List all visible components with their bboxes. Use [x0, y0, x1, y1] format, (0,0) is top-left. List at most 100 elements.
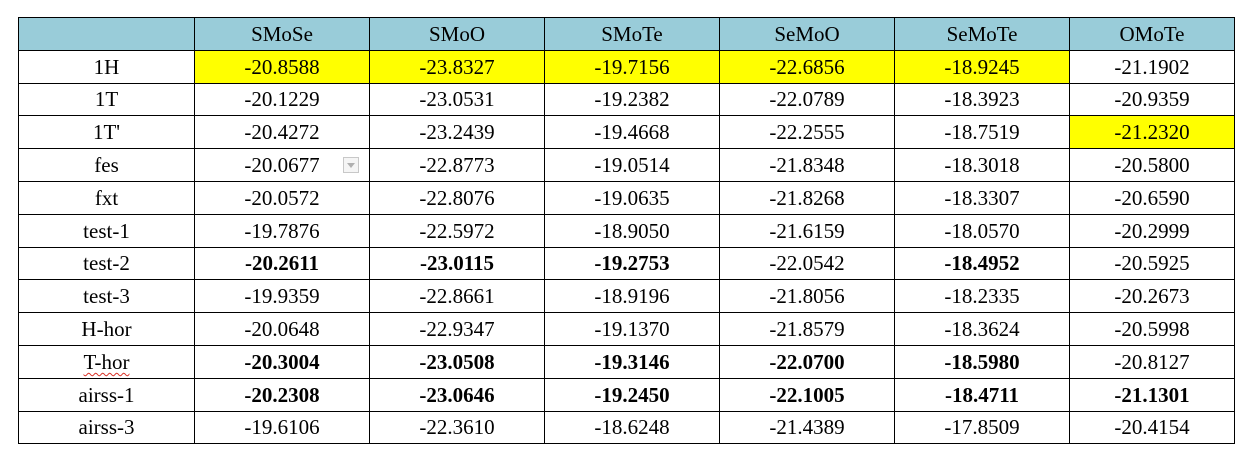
table-row: T-hor -20.3004 -23.0508 -19.3146 -22.0700 -18…	[18, 344, 1235, 379]
table-row: fes -20.0677 -22.8773 -19.0514 -21.8348 -18.3…	[18, 148, 1235, 182]
table-cell: -22.8076	[369, 180, 545, 215]
table-cell: -19.0635	[544, 180, 720, 215]
table-cell: -20.5925	[1069, 246, 1235, 281]
table-cell: -20.8588	[194, 49, 370, 84]
table-cell: -22.3610	[369, 410, 545, 445]
row-label-text: 1T'	[92, 120, 121, 145]
row-label: fxt	[18, 180, 195, 215]
table-cell: -19.7876	[194, 213, 370, 248]
table-cell: -21.8268	[719, 180, 895, 215]
table-row: test-1 -19.7876 -22.5972 -18.9050 -21.6159 -1…	[18, 213, 1235, 248]
table-cell: -20.2999	[1069, 213, 1235, 248]
table-cell: -23.0646	[369, 377, 545, 412]
row-label-text: 1T	[94, 87, 119, 112]
table-cell: -20.2611	[194, 246, 370, 281]
table-cell: -18.9245	[894, 49, 1070, 84]
row-label-text: H-hor	[81, 317, 132, 342]
table-cell: -20.5998	[1069, 312, 1235, 346]
table-row: 1T' -20.4272 -23.2439 -19.4668 -22.2555 -18.7…	[18, 115, 1235, 150]
table-cell: -20.5800	[1069, 148, 1235, 182]
table-cell: -18.4952	[894, 246, 1070, 281]
energy-table: SMoSe SMoO SMoTe SeMoO SeMoTe OMoTe 1H -2…	[18, 17, 1235, 445]
table-row: test-2 -20.2611 -23.0115 -19.2753 -22.0542 -1…	[18, 246, 1235, 281]
header-row: SMoSe SMoO SMoTe SeMoO SeMoTe OMoTe	[18, 17, 1235, 51]
table-cell: -18.9196	[544, 279, 720, 314]
table-cell: -23.0508	[369, 344, 545, 379]
table-cell: -23.0115	[369, 246, 545, 281]
table-cell: -22.6856	[719, 49, 895, 84]
table-cell: -18.7519	[894, 115, 1070, 150]
table-cell: -18.9050	[544, 213, 720, 248]
row-label: fes	[18, 148, 195, 182]
table-cell: -20.1229	[194, 82, 370, 117]
table-cell: -20.3004	[194, 344, 370, 379]
table-cell: -19.9359	[194, 279, 370, 314]
table-row: H-hor -20.0648 -22.9347 -19.1370 -21.8579 -18…	[18, 312, 1235, 346]
row-label: test-2	[18, 246, 195, 281]
row-label: test-1	[18, 213, 195, 248]
table-cell: -21.2320	[1069, 115, 1235, 150]
header-corner	[18, 17, 195, 51]
table-cell: -23.0531	[369, 82, 545, 117]
table-cell: -18.3018	[894, 148, 1070, 182]
row-label-text: fxt	[94, 185, 119, 210]
row-label: airss-1	[18, 377, 195, 412]
table-row: 1T -20.1229 -23.0531 -19.2382 -22.0789 -18.39…	[18, 82, 1235, 117]
table-cell: -19.0514	[544, 148, 720, 182]
table-cell: -18.6248	[544, 410, 720, 445]
table-cell: -21.8348	[719, 148, 895, 182]
table-cell: -22.8661	[369, 279, 545, 314]
table-cell: -21.4389	[719, 410, 895, 445]
row-label-text: test-2	[83, 251, 130, 276]
table-body: 1H -20.8588 -23.8327 -19.7156 -22.6856 -18.92…	[18, 49, 1235, 445]
table-cell: -19.6106	[194, 410, 370, 445]
row-label: 1H	[18, 49, 195, 84]
table-cell: -20.8127	[1069, 344, 1235, 379]
table-row: fxt -20.0572 -22.8076 -19.0635 -21.8268 -18.3…	[18, 180, 1235, 215]
header-semote: SeMoTe	[894, 17, 1070, 51]
header-smoo: SMoO	[369, 17, 545, 51]
table-cell: -22.1005	[719, 377, 895, 412]
table-cell: -20.0572	[194, 180, 370, 215]
header-omote: OMoTe	[1069, 17, 1235, 51]
table-cell: -19.2753	[544, 246, 720, 281]
table-cell: -18.5980	[894, 344, 1070, 379]
table-cell: -22.0700	[719, 344, 895, 379]
table-cell: -22.2555	[719, 115, 895, 150]
table-cell: -19.4668	[544, 115, 720, 150]
table-cell: -21.1902	[1069, 49, 1235, 84]
chevron-down-icon[interactable]	[343, 157, 359, 174]
table-cell: -23.8327	[369, 49, 545, 84]
header-smose: SMoSe	[194, 17, 370, 51]
table-row: 1H -20.8588 -23.8327 -19.7156 -22.6856 -18.92…	[18, 49, 1235, 84]
table-cell: -20.6590	[1069, 180, 1235, 215]
table-row: test-3 -19.9359 -22.8661 -18.9196 -21.8056 -1…	[18, 279, 1235, 314]
table-cell: -21.8056	[719, 279, 895, 314]
row-label-text: airss-3	[78, 415, 135, 440]
table-cell: -21.8579	[719, 312, 895, 346]
table-cell: -22.5972	[369, 213, 545, 248]
row-label: test-3	[18, 279, 195, 314]
table-cell: -18.3923	[894, 82, 1070, 117]
table-cell: -18.3307	[894, 180, 1070, 215]
table-cell: -20.9359	[1069, 82, 1235, 117]
energy-table-container: SMoSe SMoO SMoTe SeMoO SeMoTe OMoTe 1H -2…	[18, 17, 1235, 445]
table-cell: -21.6159	[719, 213, 895, 248]
row-label-text: fes	[94, 153, 119, 178]
row-label-text: test-3	[83, 284, 130, 309]
table-cell: -17.8509	[894, 410, 1070, 445]
table-cell: -20.0648	[194, 312, 370, 346]
row-label: airss-3	[18, 410, 195, 445]
table-cell: -18.4711	[894, 377, 1070, 412]
table-cell: -23.2439	[369, 115, 545, 150]
table-cell: -22.0789	[719, 82, 895, 117]
table-cell: -22.9347	[369, 312, 545, 346]
table-cell: -20.4154	[1069, 410, 1235, 445]
row-label: 1T'	[18, 115, 195, 150]
table-row: airss-1 -20.2308 -23.0646 -19.2450 -22.1005-…	[18, 377, 1235, 412]
row-label-text: test-1	[83, 218, 130, 243]
row-label: H-hor	[18, 312, 195, 346]
row-label-text: 1H	[93, 54, 120, 79]
row-label: T-hor	[18, 344, 195, 379]
table-cell: -18.2335	[894, 279, 1070, 314]
